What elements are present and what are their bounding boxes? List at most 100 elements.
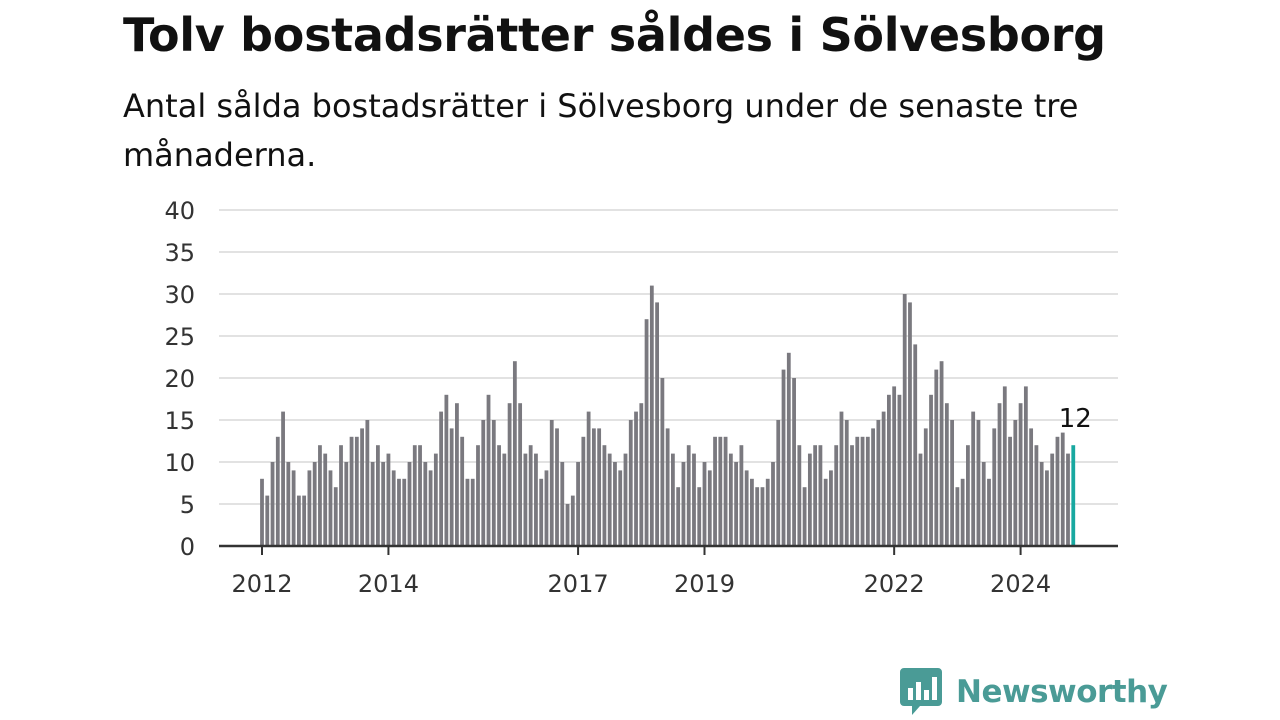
- bar: [681, 462, 686, 546]
- data-labels: 12: [1059, 404, 1092, 434]
- bar: [723, 436, 728, 546]
- bar: [881, 411, 886, 546]
- chart-title: Tolv bostadsrätter såldes i Sölvesborg: [123, 8, 1106, 62]
- bar: [312, 462, 317, 546]
- bar: [844, 420, 849, 546]
- bar: [955, 487, 960, 546]
- bar: [734, 462, 739, 546]
- bar: [618, 470, 623, 546]
- bar: [549, 420, 554, 546]
- bar: [591, 428, 596, 546]
- bar: [534, 453, 538, 546]
- bar: [944, 403, 949, 546]
- bar: [676, 487, 681, 546]
- bar: [765, 478, 770, 546]
- bar: [570, 495, 575, 546]
- bar: [360, 428, 364, 546]
- bar: [634, 411, 638, 546]
- bar: [992, 428, 997, 546]
- y-tick-label: 15: [164, 407, 195, 435]
- bar: [528, 445, 533, 546]
- y-tick-label: 40: [164, 197, 195, 225]
- bar: [718, 436, 723, 546]
- y-tick-label: 25: [164, 323, 195, 351]
- bar: [1008, 436, 1012, 546]
- bar: [807, 453, 812, 546]
- bar: [555, 428, 559, 546]
- bar: [586, 411, 591, 546]
- bar: [739, 445, 744, 546]
- bar: [649, 285, 654, 546]
- bar: [839, 411, 844, 546]
- bar: [476, 445, 480, 546]
- bar: [323, 453, 328, 546]
- bar: [860, 436, 865, 546]
- y-tick-label: 35: [164, 239, 195, 267]
- bar: [449, 428, 454, 546]
- bar: [486, 394, 491, 546]
- y-tick-label: 5: [180, 491, 195, 519]
- bar: [1055, 436, 1060, 546]
- bar: [966, 445, 970, 546]
- bar: [697, 487, 702, 546]
- newsworthy-logo-text: Newsworthy: [956, 674, 1168, 710]
- bar: [834, 445, 839, 546]
- bar: [660, 378, 665, 546]
- bar: [997, 403, 1002, 546]
- bar: [502, 453, 507, 546]
- bar: [507, 403, 512, 546]
- bar: [444, 394, 449, 546]
- bar: [897, 394, 902, 546]
- bar: [518, 403, 523, 546]
- bar: [728, 453, 733, 546]
- bar: [655, 302, 659, 546]
- bar: [939, 361, 944, 546]
- bar: [850, 445, 854, 546]
- bar: [797, 445, 802, 546]
- bar: [776, 420, 781, 546]
- bar: [354, 436, 359, 546]
- bar: [560, 462, 565, 546]
- bar: [707, 470, 712, 546]
- bars: [260, 285, 1076, 546]
- bar: [702, 462, 707, 546]
- y-tick-label: 0: [180, 533, 195, 561]
- bar: [792, 378, 796, 546]
- y-tick-label: 20: [164, 365, 195, 393]
- x-tick-label: 2014: [358, 570, 419, 598]
- bar: [597, 428, 602, 546]
- x-axis-ticks: 2012 2014 2017 2019 2022 2024: [231, 546, 1051, 598]
- bar: [686, 445, 691, 546]
- bar: [886, 394, 891, 546]
- bar: [455, 403, 459, 546]
- bar: [644, 319, 649, 546]
- bar: [376, 445, 380, 546]
- bar: [981, 462, 986, 546]
- bar: [1050, 453, 1055, 546]
- x-tick-label: 2024: [990, 570, 1051, 598]
- bar: [1045, 470, 1049, 546]
- chart-subtitle: Antal sålda bostadsrätter i Sölvesborg u…: [123, 87, 1079, 174]
- bar: [381, 462, 386, 546]
- bar: [1018, 403, 1023, 546]
- bar: [628, 420, 633, 546]
- bar: [544, 470, 549, 546]
- bar: [607, 453, 612, 546]
- bar: [829, 470, 833, 546]
- bar: [328, 470, 333, 546]
- bar: [270, 462, 275, 546]
- bar: [491, 420, 496, 546]
- bar: [971, 411, 976, 546]
- bar: [1013, 420, 1018, 546]
- bar: [1023, 386, 1028, 546]
- bar: [923, 428, 928, 546]
- bar: [497, 445, 501, 546]
- x-tick-label: 2017: [548, 570, 609, 598]
- bar: [296, 495, 301, 546]
- bar: [339, 445, 343, 546]
- bar: [1060, 432, 1065, 546]
- y-tick-label: 10: [164, 449, 195, 477]
- bar: [1002, 386, 1007, 546]
- bar: [418, 445, 422, 546]
